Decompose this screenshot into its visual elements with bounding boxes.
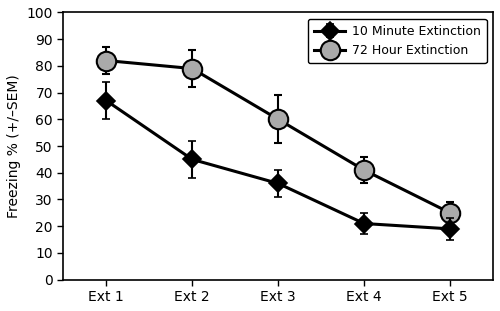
Legend: 10 Minute Extinction, 72 Hour Extinction: 10 Minute Extinction, 72 Hour Extinction — [308, 19, 487, 63]
Y-axis label: Freezing % (+/–SEM): Freezing % (+/–SEM) — [7, 74, 21, 218]
